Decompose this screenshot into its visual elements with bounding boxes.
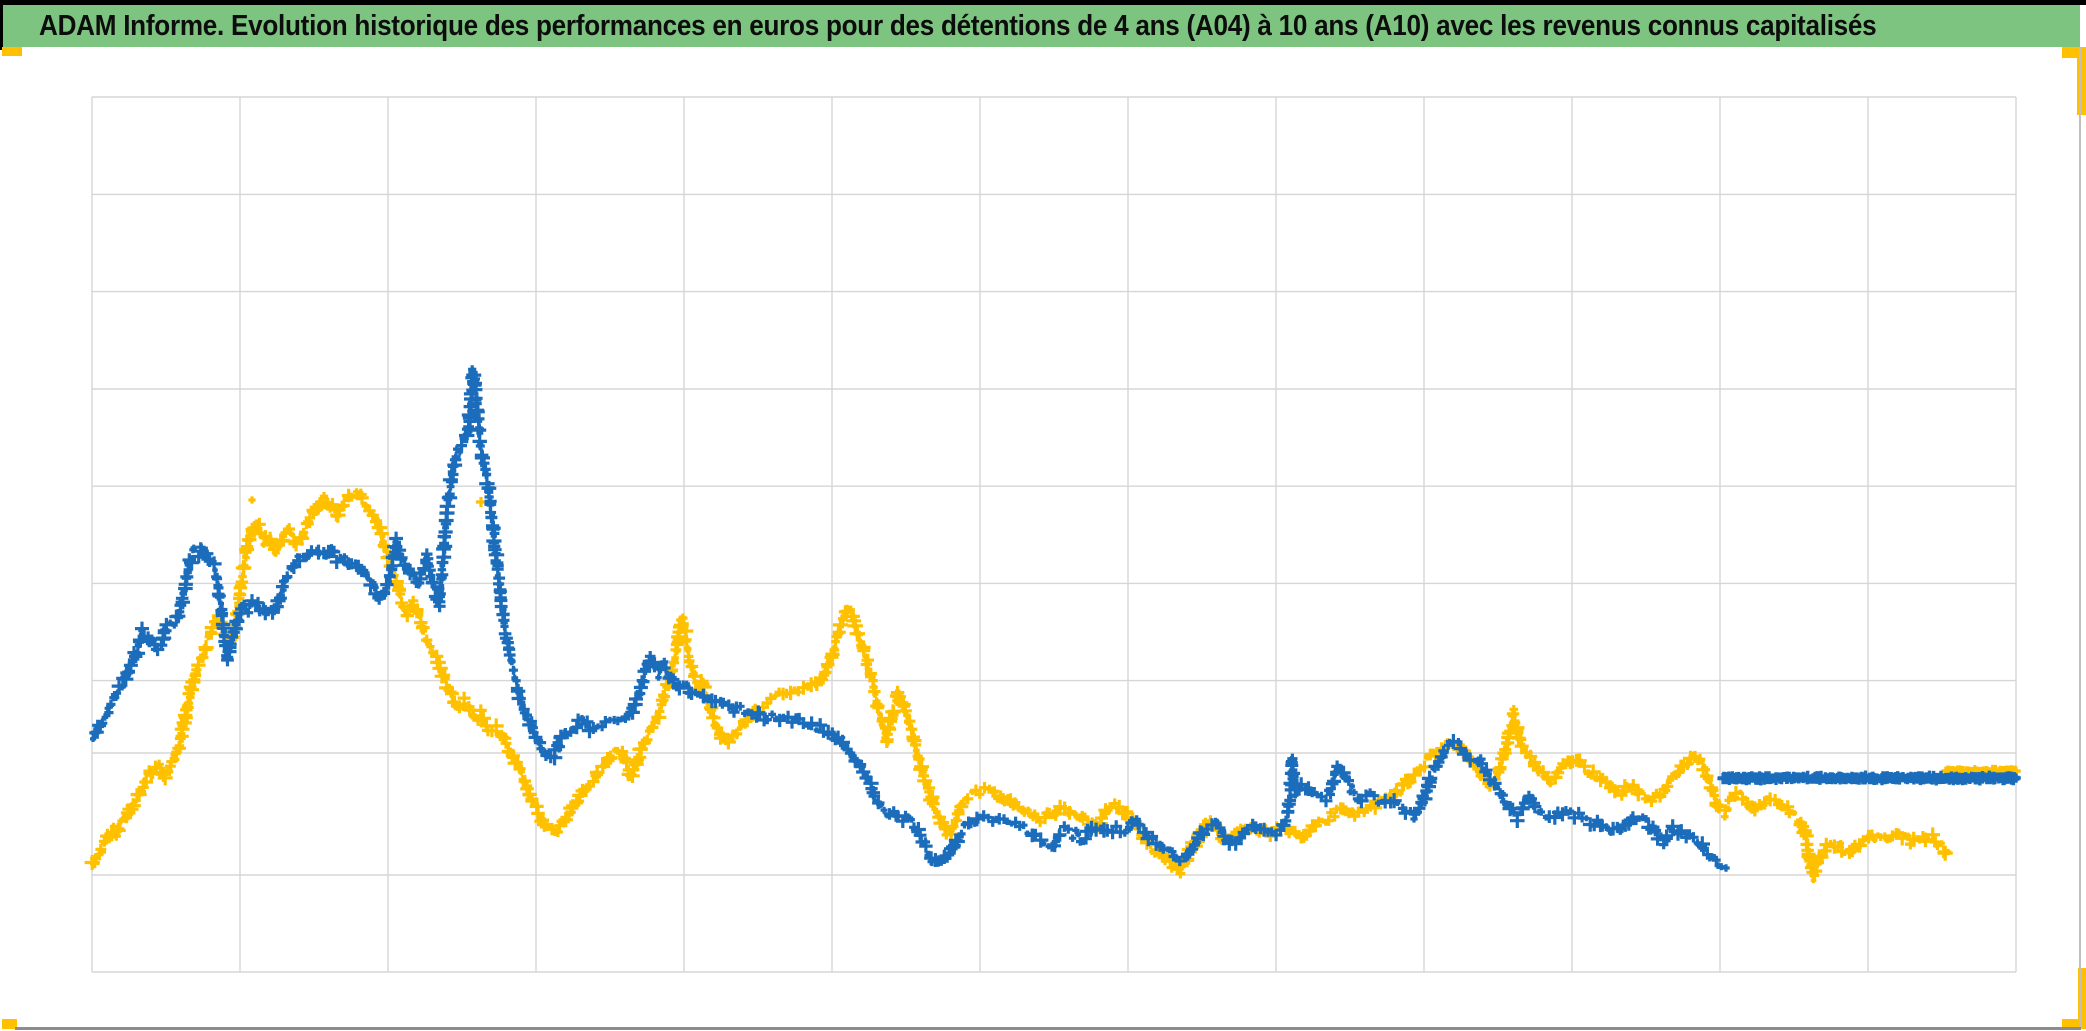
- left-border-line: [0, 0, 3, 50]
- top-border-line: [0, 0, 2086, 5]
- corner-accent-top-right-horizontal: [2062, 47, 2086, 58]
- title-bar: ADAM Informe. Evolution historique des p…: [3, 5, 2080, 47]
- chart-canvas[interactable]: [0, 47, 2086, 1027]
- chart-series-markers: [84, 365, 2021, 884]
- series-blue-flat-end: [1717, 770, 2021, 786]
- right-edge-line: [2079, 47, 2081, 1029]
- series-gold-wiggly: [84, 488, 1953, 884]
- bottom-edge-line: [15, 1027, 2081, 1030]
- corner-accent-top-right-vertical: [2077, 47, 2086, 115]
- page-title: ADAM Informe. Evolution historique des p…: [39, 9, 1877, 42]
- chart-gridlines: [91, 96, 2017, 973]
- series-blue-wiggly: [89, 365, 1730, 872]
- corner-accent-bottom-right-vertical: [2078, 968, 2086, 1029]
- corner-accent-bottom-left: [2, 1019, 17, 1029]
- series-gold-flat-end: [1941, 764, 2021, 777]
- chart-area[interactable]: [0, 47, 2086, 1027]
- corner-accent-bottom-right-horizontal: [2062, 1019, 2086, 1028]
- corner-accent-top-left: [2, 47, 22, 56]
